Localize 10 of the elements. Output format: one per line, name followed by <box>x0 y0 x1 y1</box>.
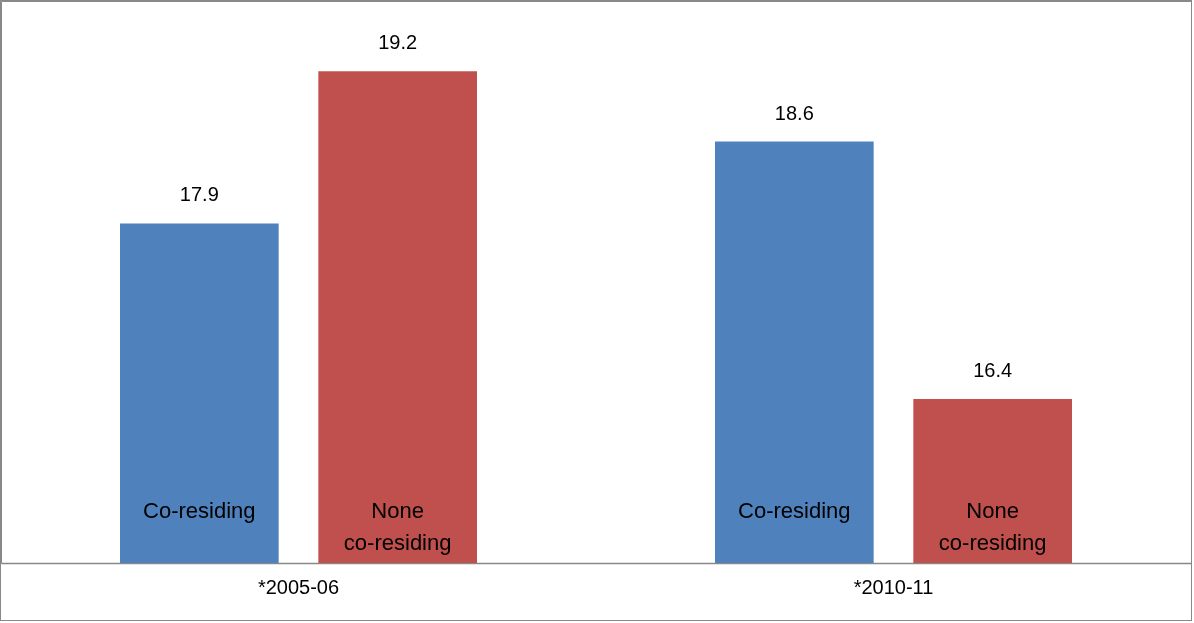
data-label: 17.9 <box>179 183 219 206</box>
series-label: None co-residing <box>343 498 452 555</box>
text: None co-residing <box>938 498 1047 555</box>
text: Co-residing <box>738 498 851 523</box>
data-label: 16.4 <box>973 359 1013 382</box>
data-label: 19.2 <box>378 31 418 54</box>
data-label: 18.6 <box>774 101 814 124</box>
x-tick-label: *2005-06 <box>257 575 340 598</box>
x-tick-label: *2010-11 <box>853 575 934 598</box>
series-label: Co-residing <box>143 498 256 523</box>
